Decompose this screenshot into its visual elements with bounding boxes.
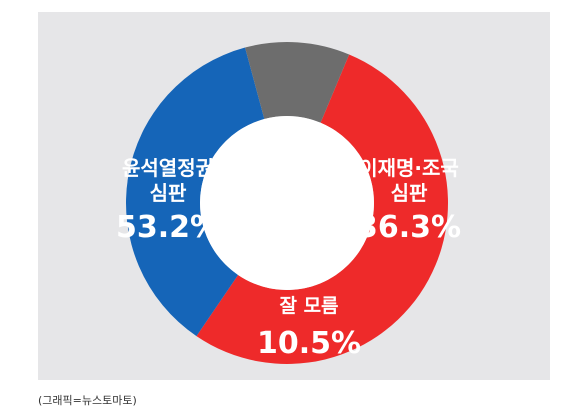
donut-hole bbox=[200, 116, 374, 290]
donut-chart: 윤석열정권 심판 53.2% 이재명·조국 심판 36.3% 잘 모름 10.5… bbox=[38, 12, 550, 380]
slices-group bbox=[125, 42, 448, 364]
donut-slice bbox=[196, 54, 448, 364]
slice-label-line1: 이재명·조국 bbox=[359, 156, 459, 180]
slice-label-line2: 심판 bbox=[391, 181, 428, 205]
slice-value-label: 10.5% bbox=[257, 326, 361, 361]
donut-slice bbox=[245, 42, 350, 123]
graphic-credit: (그래픽=뉴스토마토) bbox=[38, 394, 137, 407]
slice-value-label: 53.2% bbox=[116, 210, 220, 245]
chart-panel: 윤석열정권 심판 53.2% 이재명·조국 심판 36.3% 잘 모름 10.5… bbox=[38, 12, 550, 380]
slice-label-line1: 잘 모름 bbox=[279, 295, 338, 317]
slice-label-line1: 윤석열정권 bbox=[122, 156, 214, 180]
slice-label-line2: 심판 bbox=[150, 181, 187, 205]
donut-slice bbox=[125, 47, 265, 337]
slice-value-label: 36.3% bbox=[357, 210, 461, 245]
